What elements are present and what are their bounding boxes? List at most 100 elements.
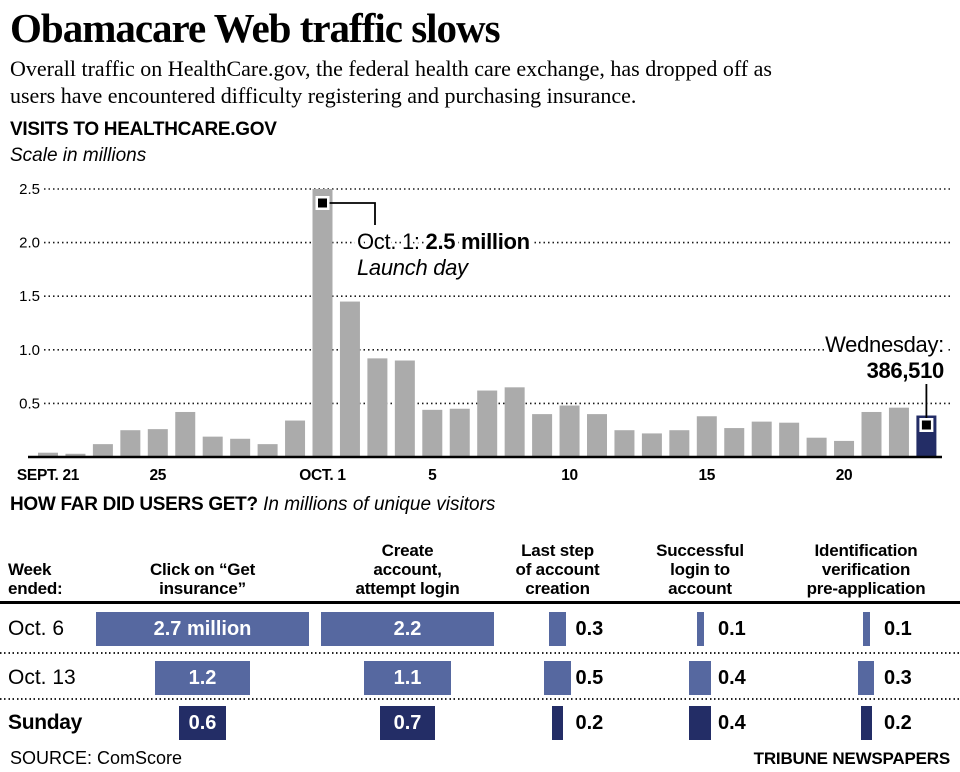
funnel-value-label: 0.2 — [575, 712, 604, 734]
visits-section-title: VISITS TO HEALTHCARE.GOV — [10, 119, 277, 140]
bar — [92, 444, 113, 457]
x-tick-label: 5 — [428, 467, 437, 484]
bar — [559, 405, 580, 457]
callout-leader — [329, 202, 376, 225]
row-separator — [0, 652, 960, 654]
bar — [724, 428, 745, 457]
x-tick-label: 25 — [149, 467, 166, 484]
column-header-week: Week ended: — [8, 559, 63, 598]
funnel-heading-bold: HOW FAR DID USERS GET? — [10, 494, 258, 515]
publisher-credit: TRIBUNE NEWSPAPERS — [753, 749, 951, 768]
bar — [285, 420, 306, 457]
x-tick-label: 10 — [561, 467, 578, 484]
column-header: Successful login to account — [656, 540, 744, 598]
bar — [120, 430, 141, 457]
funnel-heading-italic: In millions of unique visitors — [263, 494, 496, 515]
bar — [65, 453, 86, 457]
bar — [888, 407, 909, 457]
wednesday-value: 386,510 — [867, 358, 944, 383]
bar — [202, 436, 223, 457]
funnel-bar — [696, 612, 704, 646]
x-tick-label: 15 — [698, 467, 715, 484]
funnel-bar-labeled: 0.7 — [379, 706, 436, 740]
column-header: Click on “Get insurance” — [149, 559, 256, 598]
bar — [367, 358, 388, 457]
bar — [614, 430, 635, 457]
y-tick-label: 2.0 — [19, 235, 40, 252]
page-title: Obamacare Web traffic slows — [10, 5, 501, 51]
table-row: Oct. 6 2.7 million 2.2 0.3 0.1 0.1 — [0, 608, 960, 650]
launch-day-callout: Oct. 1: 2.5 million — [357, 229, 530, 254]
funnel-table: Week ended: Click on “Get insurance” Creat… — [0, 524, 960, 748]
scale-note: Scale in millions — [10, 145, 147, 166]
row-label: Oct. 6 — [8, 617, 65, 640]
bar — [257, 444, 278, 457]
traffic-bar-chart: 0.5 1.0 1.5 2.0 2.5 SEPT. 21 25 OCT. 1 5 10 15 20 Oc… — [17, 181, 952, 484]
table-row: Sunday 0.6 0.7 0.2 0.4 0.2 — [0, 702, 960, 744]
launch-day-sub: Launch day — [357, 255, 470, 280]
bar — [669, 430, 690, 457]
bar — [696, 416, 717, 457]
funnel-bar — [689, 661, 711, 695]
bar — [230, 438, 251, 457]
funnel-bar — [543, 661, 572, 695]
column-header: Identification verification pre-applicat… — [806, 540, 926, 598]
funnel-bar — [862, 612, 870, 646]
intro-text: Overall traffic on HealthCare.gov, the f… — [10, 56, 772, 108]
callout-marker — [318, 198, 327, 208]
x-tick-label: 20 — [836, 467, 853, 484]
funnel-bar — [549, 612, 566, 646]
funnel-bar-labeled: 2.2 — [320, 612, 495, 646]
funnel-section-title: HOW FAR DID USERS GET? In millions of un… — [10, 494, 495, 516]
bar — [422, 409, 443, 457]
funnel-bar-labeled: 2.7 million — [95, 612, 310, 646]
bar — [641, 433, 662, 457]
bar — [806, 437, 827, 457]
bar — [175, 411, 196, 457]
funnel-bar — [860, 706, 872, 740]
bar — [312, 189, 333, 457]
funnel-value-label: 0.1 — [884, 618, 912, 640]
bar — [834, 440, 855, 457]
y-tick-label: 2.5 — [19, 181, 40, 198]
funnel-bar — [857, 661, 875, 695]
table-row: Oct. 13 1.2 1.1 0.5 0.4 0.3 — [0, 657, 960, 699]
y-tick-label: 0.5 — [19, 395, 40, 412]
funnel-value-label: 0.3 — [884, 667, 912, 689]
column-header: Create account, attempt login — [355, 540, 460, 598]
bar — [587, 414, 607, 457]
funnel-value-label: 0.2 — [884, 712, 912, 734]
bar — [394, 360, 415, 457]
bar — [339, 301, 360, 457]
x-tick-label: SEPT. 21 — [17, 467, 80, 484]
funnel-value-label: 0.5 — [575, 667, 604, 689]
callout-marker — [921, 420, 931, 430]
funnel-bar — [552, 706, 563, 740]
x-tick-label: OCT. 1 — [299, 467, 346, 484]
footer: SOURCE: ComScore TRIBUNE NEWSPAPERS — [0, 748, 960, 769]
bar — [504, 387, 525, 457]
bar — [532, 414, 553, 457]
funnel-bar-labeled: 1.2 — [155, 661, 250, 695]
source-credit: SOURCE: ComScore — [10, 748, 183, 768]
y-tick-label: 1.0 — [19, 342, 40, 359]
funnel-value-label: 0.4 — [718, 667, 746, 689]
bar — [861, 411, 882, 457]
header-rule — [0, 601, 960, 604]
column-header: Last step of account creation — [515, 540, 600, 598]
y-tick-label: 1.5 — [19, 288, 40, 305]
funnel-bar-labeled: 1.1 — [364, 661, 451, 695]
bar — [779, 422, 800, 457]
funnel-value-label: 0.1 — [718, 618, 746, 640]
bar — [38, 452, 58, 457]
bar — [751, 421, 772, 457]
funnel-value-label: 0.3 — [575, 618, 604, 640]
wednesday-callout: Wednesday: — [825, 332, 944, 357]
row-label: Sunday — [8, 711, 83, 734]
funnel-bar — [689, 706, 711, 740]
bar — [449, 408, 470, 457]
bar — [147, 429, 168, 457]
funnel-value-label: 0.4 — [718, 712, 746, 734]
funnel-bar-labeled: 0.6 — [178, 706, 227, 740]
